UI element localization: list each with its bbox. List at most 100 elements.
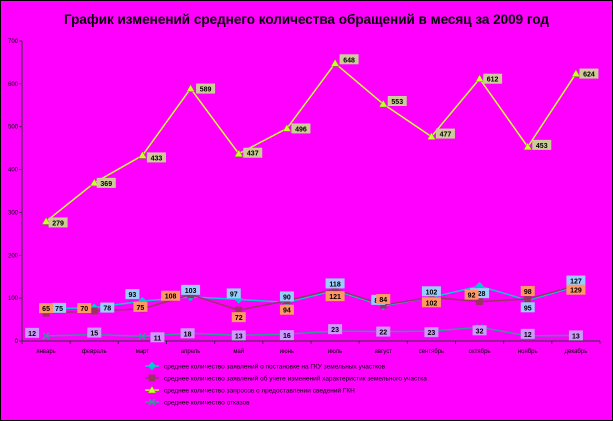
x-tick-label: сентябрь xyxy=(419,349,445,355)
data-label-bg xyxy=(435,128,455,139)
data-label-bg xyxy=(291,123,311,134)
data-label: 127 xyxy=(570,279,582,286)
data-label: 13 xyxy=(572,333,580,340)
data-label: 102 xyxy=(426,289,438,296)
data-label-bg xyxy=(87,327,102,338)
data-label-bg xyxy=(48,217,68,228)
legend-label: среднее количество заявлений о постановк… xyxy=(164,363,386,371)
y-tick-label: 0 xyxy=(15,339,19,345)
data-label-bg xyxy=(339,54,359,65)
x-tick-label: ноябрь xyxy=(518,349,538,355)
data-label-bg xyxy=(325,278,345,289)
data-point-marker xyxy=(137,150,147,159)
data-label-bg xyxy=(421,286,441,297)
data-label: 75 xyxy=(137,305,145,312)
data-label-bg xyxy=(52,302,67,313)
data-label: 103 xyxy=(185,288,197,295)
data-label-bg xyxy=(231,312,246,323)
chart-title: График изменений среднего количества обр… xyxy=(63,12,549,27)
data-label-bg xyxy=(226,288,241,299)
series-line xyxy=(45,62,577,223)
data-point-marker xyxy=(476,298,484,306)
data-label-bg xyxy=(520,328,535,339)
data-point-marker xyxy=(475,74,485,82)
data-label-bg xyxy=(25,327,40,338)
data-label: 18 xyxy=(184,331,192,338)
data-label-bg xyxy=(328,324,343,335)
data-label: 84 xyxy=(379,297,387,304)
data-label: 121 xyxy=(329,294,341,301)
x-tick-label: март xyxy=(136,349,150,355)
data-label-bg xyxy=(133,301,148,312)
data-label: 95 xyxy=(524,305,532,312)
data-point-marker xyxy=(147,361,157,371)
x-tick-label: январь xyxy=(36,349,55,355)
data-label-bg xyxy=(424,327,439,338)
data-label: 369 xyxy=(100,181,112,188)
data-label: 279 xyxy=(52,220,64,227)
data-label: 11 xyxy=(154,335,162,342)
data-label: 12 xyxy=(28,331,36,338)
data-label: 70 xyxy=(80,306,88,313)
data-label: 92 xyxy=(468,293,476,300)
data-point-marker xyxy=(378,99,388,108)
data-label-bg xyxy=(231,330,246,341)
y-tick-label: 100 xyxy=(8,296,19,302)
data-label-bg xyxy=(483,73,503,84)
y-tick-label: 600 xyxy=(8,82,19,88)
data-label: 97 xyxy=(230,291,238,298)
x-tick-label: август xyxy=(375,349,393,355)
data-point-marker xyxy=(89,178,99,187)
data-label-bg xyxy=(376,326,391,337)
data-label: 32 xyxy=(476,328,484,335)
data-label: 648 xyxy=(343,57,355,64)
data-label-bg xyxy=(279,330,294,341)
x-tick-label: октябрь xyxy=(469,349,491,355)
data-label-bg xyxy=(77,303,92,313)
data-label: 453 xyxy=(536,143,548,150)
data-label-bg xyxy=(146,152,166,163)
x-tick-label: июнь xyxy=(280,349,294,355)
data-label-bg xyxy=(181,284,201,295)
data-label: 75 xyxy=(55,306,63,313)
data-label-bg xyxy=(376,294,391,304)
data-label-bg xyxy=(566,275,586,286)
data-point-marker xyxy=(147,385,157,394)
data-point-marker xyxy=(90,307,98,315)
y-tick-label: 200 xyxy=(8,253,19,259)
x-tick-label: апрель xyxy=(181,349,201,355)
data-point-marker xyxy=(282,123,292,132)
data-point-marker xyxy=(330,58,340,67)
data-label: 98 xyxy=(524,289,532,296)
data-label-bg xyxy=(96,177,116,188)
data-label-bg xyxy=(520,302,535,313)
legend-label: среднее количество запросов о предоставл… xyxy=(164,387,355,395)
series-line xyxy=(46,326,576,338)
data-label-bg xyxy=(150,332,165,343)
data-label-bg xyxy=(325,291,345,302)
legend-label: среднее количество заявлений об учете из… xyxy=(164,375,427,383)
data-label: 624 xyxy=(583,72,595,79)
y-tick-label: 400 xyxy=(8,168,19,174)
data-label: 12 xyxy=(524,332,532,339)
data-point-marker xyxy=(148,398,156,406)
data-label-bg xyxy=(39,303,54,314)
data-label-bg xyxy=(579,68,599,79)
data-point-marker xyxy=(42,332,50,340)
data-point-marker xyxy=(524,295,532,303)
data-label: 108 xyxy=(165,294,177,301)
data-label: 437 xyxy=(247,151,259,158)
data-label: 94 xyxy=(283,308,291,315)
data-label-bg xyxy=(279,304,294,315)
data-label-bg xyxy=(125,289,140,300)
data-label: 23 xyxy=(428,330,436,337)
data-point-marker xyxy=(523,142,533,151)
data-label-bg xyxy=(421,297,441,308)
data-label: 65 xyxy=(42,306,50,313)
data-label: 16 xyxy=(283,333,291,340)
data-label-bg xyxy=(387,96,407,106)
x-tick-label: июль xyxy=(328,349,342,355)
data-label-bg xyxy=(464,289,479,300)
data-label: 433 xyxy=(151,155,163,162)
data-label: 23 xyxy=(331,327,339,334)
